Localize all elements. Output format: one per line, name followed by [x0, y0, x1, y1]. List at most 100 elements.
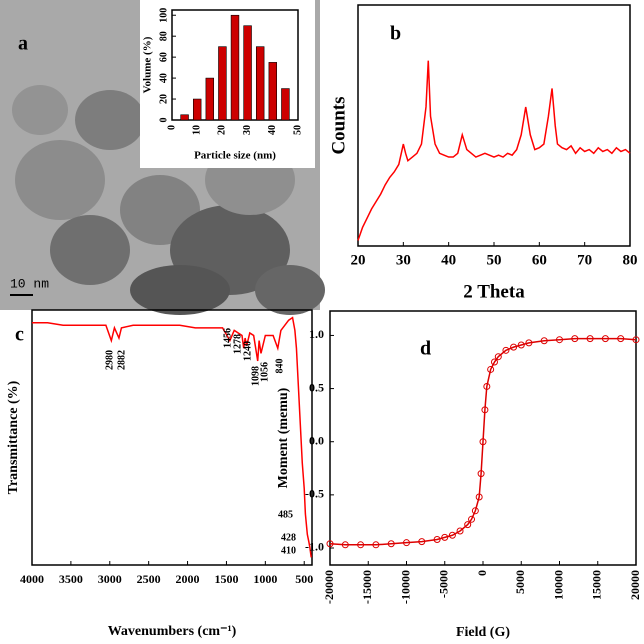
y-tick-label: 0 [158, 118, 169, 123]
x-tick-label: 50 [292, 125, 303, 135]
x-tick-label: 70 [577, 252, 592, 268]
x-tick-label: 30 [242, 125, 253, 135]
bar [281, 88, 290, 121]
bar [268, 62, 278, 121]
y-tick-label: 1.0 [309, 327, 324, 341]
scale-bar-label: 10 nm [10, 276, 49, 291]
marker [326, 540, 334, 548]
marker [341, 541, 349, 549]
tem-image [0, 0, 325, 315]
peak-annotation: 410 [281, 545, 296, 556]
x-tick-label: 50 [487, 252, 502, 268]
marker [571, 335, 579, 343]
bar [205, 77, 215, 121]
x-tick-label: 1000 [253, 572, 277, 586]
peak-annotation: 1456 [222, 328, 233, 348]
marker [456, 527, 464, 535]
y-tick-label: -0.5 [305, 487, 324, 501]
peak-annotation: 1098 [250, 366, 261, 386]
x-tick-label: 20 [351, 252, 366, 268]
y-axis-label: Counts [328, 96, 349, 154]
data-line [357, 60, 631, 241]
x-tick-label: 40 [267, 125, 278, 135]
marker [477, 470, 485, 478]
panel-label: c [15, 324, 24, 346]
peak-annotation: 840 [274, 359, 285, 374]
marker [468, 515, 476, 523]
plot-frame [31, 309, 313, 566]
x-tick-label: -5000 [437, 570, 451, 598]
marker [481, 406, 489, 414]
x-tick-label: -20000 [322, 570, 336, 604]
marker [556, 336, 563, 344]
panel-label: b [390, 23, 401, 45]
marker [471, 507, 479, 515]
peak-annotation: 2980 [104, 350, 115, 370]
x-tick-label: 60 [532, 252, 547, 268]
x-tick-label: 30 [396, 252, 411, 268]
peak-annotation: 485 [278, 509, 293, 520]
marker [403, 539, 410, 547]
marker [586, 335, 594, 343]
x-tick-label: 10 [191, 125, 202, 135]
marker [517, 341, 525, 349]
marker [479, 438, 487, 446]
marker [475, 493, 483, 501]
x-tick-label: -10000 [398, 570, 412, 604]
marker [540, 337, 548, 345]
x-tick-label: 0 [475, 570, 489, 576]
data-line [32, 316, 312, 558]
panel-label: a [18, 33, 28, 55]
marker [483, 382, 491, 390]
marker [510, 343, 518, 351]
x-tick-label: 1500 [214, 572, 238, 586]
bar [255, 46, 265, 121]
data-line [329, 337, 637, 546]
y-axis-label: Moment (memu) [276, 387, 291, 488]
marker [418, 538, 426, 546]
x-tick-label: 80 [623, 252, 638, 268]
bar [218, 46, 227, 121]
peak-annotation: 1278 [232, 334, 243, 354]
x-tick-label: 5000 [513, 570, 527, 594]
panel-label: d [420, 338, 431, 360]
marker [502, 346, 510, 354]
marker [494, 353, 502, 361]
peak-annotation: 1240 [242, 341, 253, 361]
x-tick-label: 40 [441, 252, 456, 268]
y-axis-label: Volume (%) [142, 36, 154, 93]
x-axis-label: Particle size (nm) [194, 150, 276, 162]
x-tick-label: -15000 [360, 570, 374, 604]
marker [464, 521, 472, 529]
x-tick-label: 2500 [137, 572, 161, 586]
x-tick-label: 2000 [176, 572, 200, 586]
y-tick-label: 0.5 [309, 380, 324, 394]
bar [230, 14, 240, 121]
marker [372, 541, 380, 549]
marker [525, 339, 533, 347]
x-tick-label: 3000 [98, 572, 122, 586]
x-axis-label: 2 Theta [463, 281, 525, 302]
marker [617, 335, 625, 343]
y-tick-label: 40 [158, 73, 169, 83]
peak-annotation: 2882 [116, 350, 127, 370]
marker [448, 531, 456, 539]
y-tick-label: 100 [158, 8, 169, 23]
x-axis-label: Field (G) [456, 625, 510, 640]
marker [441, 533, 449, 541]
peak-annotation: 1056 [259, 362, 270, 382]
y-tick-label: 20 [158, 94, 169, 104]
peak-annotation: 428 [281, 532, 296, 543]
marker [433, 535, 441, 543]
marker [632, 336, 640, 344]
marker [490, 358, 498, 366]
y-tick-label: 60 [158, 52, 169, 62]
x-tick-label: 500 [295, 572, 313, 586]
x-tick-label: 20 [217, 125, 228, 135]
marker [601, 335, 609, 343]
marker [387, 540, 395, 548]
bar [243, 25, 252, 121]
y-tick-label: 0.0 [309, 433, 324, 447]
marker [487, 365, 495, 373]
